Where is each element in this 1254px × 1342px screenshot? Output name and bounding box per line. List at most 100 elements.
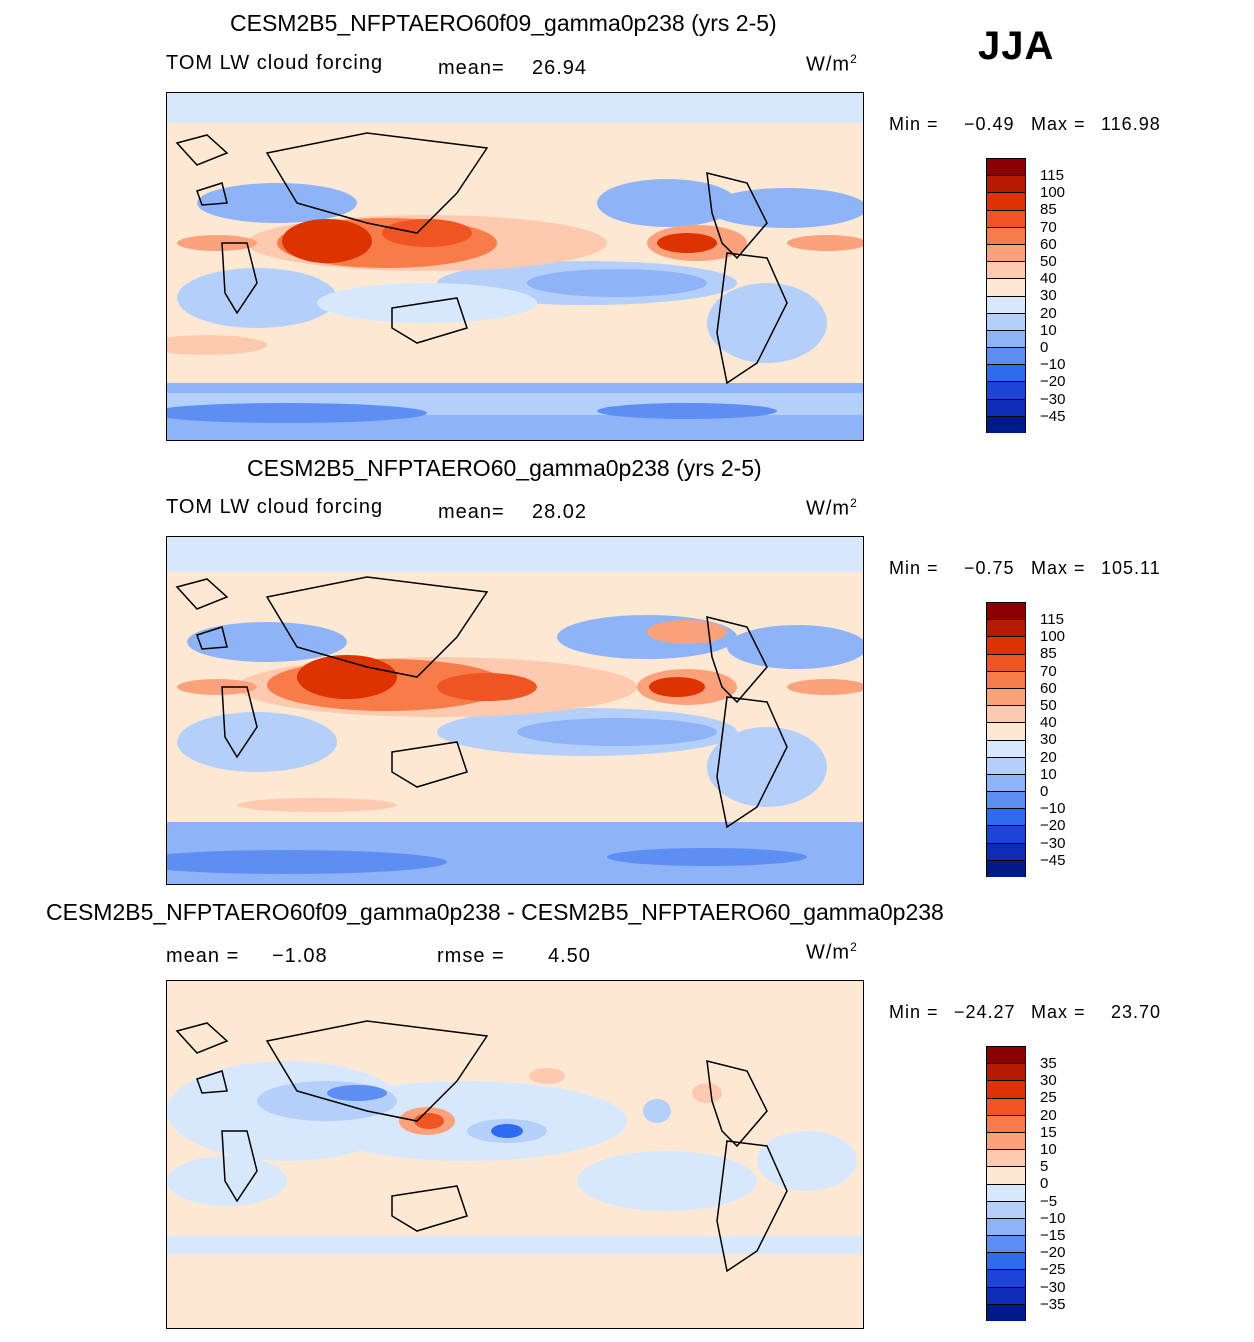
colorbar-swatch (986, 705, 1026, 723)
panel-3-title: CESM2B5_NFPTAERO60f09_gamma0p238 - CESM2… (46, 899, 944, 925)
colorbar-swatch (986, 1097, 1026, 1115)
colorbar-tick-label: 30 (1040, 1072, 1057, 1090)
colorbar-tick-label: 50 (1040, 697, 1057, 714)
colorbar-swatch (986, 192, 1026, 210)
panel-3-mean-value: −1.08 (272, 945, 328, 967)
colorbar-tick-label: 35 (1040, 1055, 1057, 1072)
panel-1-mean-label: mean= (438, 57, 505, 79)
panel-3-min-value: −24.27 (954, 1002, 1016, 1022)
colorbar-tick-label: 30 (1040, 731, 1057, 749)
panel-2-min-label: Min = (889, 558, 939, 578)
panel-2-title: CESM2B5_NFPTAERO60_gamma0p238 (yrs 2-5) (247, 455, 762, 481)
colorbar-swatch (986, 670, 1026, 688)
colorbar-tick-label: −20 (1040, 817, 1066, 835)
colorbar-swatch (986, 381, 1026, 399)
colorbar-swatch (986, 1166, 1026, 1184)
panel-2-variable-label: TOM LW cloud forcing (166, 496, 384, 518)
colorbar-swatch (986, 295, 1026, 313)
colorbar-tick-label: 40 (1040, 270, 1057, 288)
colorbar-tick-label: −30 (1040, 834, 1066, 852)
panel-3-max-label: Max = (1031, 1002, 1086, 1022)
colorbar-swatch (986, 1286, 1026, 1304)
panel-3-mean-label: mean = (166, 945, 240, 967)
colorbar-swatch (986, 791, 1026, 809)
colorbar-tick-label: 0 (1040, 339, 1049, 356)
colorbar-tick-label: 0 (1040, 783, 1049, 800)
colorbar-tick-label: −30 (1040, 390, 1066, 408)
colorbar-swatch (986, 653, 1026, 671)
panel-2-mean-value: 28.02 (532, 501, 588, 523)
colorbar-swatch (986, 1131, 1026, 1150)
colorbar-swatch (986, 1303, 1026, 1321)
panel-2-map-field (167, 537, 863, 884)
colorbar-swatch (986, 261, 1026, 279)
colorbar-swatch (986, 756, 1026, 774)
panel-2-mean-label: mean= (438, 501, 505, 523)
season-label: JJA (978, 24, 1055, 68)
colorbar-swatch (986, 773, 1026, 792)
colorbar-tick-label: 85 (1040, 201, 1057, 219)
panel-1-mean-value: 26.94 (532, 57, 588, 79)
colorbar-swatch (986, 1235, 1026, 1253)
colorbar-tick-label: 10 (1040, 1141, 1057, 1158)
colorbar-swatch (986, 175, 1026, 193)
panel-3-min-label: Min = (889, 1002, 939, 1022)
colorbar-swatch (986, 364, 1026, 382)
colorbar-tick-label: 115 (1040, 167, 1064, 184)
colorbar-tick-label: 30 (1040, 287, 1057, 305)
panel-2-max-value: 105.11 (1101, 558, 1161, 578)
colorbar-tick-label: 20 (1040, 304, 1057, 322)
colorbar-tick-label: −20 (1040, 373, 1066, 391)
colorbar-swatch (986, 415, 1026, 433)
colorbar-swatch (986, 1200, 1026, 1218)
colorbar-tick-label: 100 (1040, 628, 1066, 646)
colorbar-tick-label: −30 (1040, 1278, 1066, 1296)
colorbar-swatch (986, 1046, 1026, 1064)
panel-1-colorbar: 115 100 85 70 60 50 40 30 20 10 0 −10 −20 −30 −45 (986, 158, 1065, 433)
colorbar-swatch (986, 636, 1026, 654)
colorbar-tick-label: −10 (1040, 356, 1066, 374)
colorbar-swatch (986, 1183, 1026, 1201)
colorbar-swatch (986, 1114, 1026, 1132)
colorbar-swatch (986, 158, 1026, 176)
colorbar-tick-label: 20 (1040, 748, 1057, 766)
colorbar-swatch (986, 312, 1026, 330)
colorbar-tick-label: −25 (1040, 1261, 1066, 1279)
colorbar-tick-label: 25 (1040, 1089, 1057, 1107)
panel-3-map (166, 980, 864, 1329)
colorbar-swatch (986, 329, 1026, 348)
colorbar-tick-label: −10 (1040, 1209, 1066, 1227)
colorbar-tick-label: 0 (1040, 1175, 1049, 1193)
panel-1-min-label: Min = (889, 114, 939, 134)
panel-1-max-value: 116.98 (1101, 114, 1161, 134)
colorbar-swatch (986, 347, 1026, 365)
panel-3-rmse-value: 4.50 (548, 945, 591, 967)
panel-1-map (166, 92, 864, 441)
panel-1-variable-label: TOM LW cloud forcing (166, 52, 384, 74)
colorbar-tick-label: 60 (1040, 679, 1057, 697)
colorbar-tick-label: 5 (1040, 1158, 1049, 1176)
panel-3-units: W/m2 (806, 940, 858, 964)
colorbar-swatch (986, 619, 1026, 637)
panel-3-map-field (167, 981, 863, 1328)
colorbar-swatch (986, 842, 1026, 860)
panel-3-rmse-label: rmse = (437, 945, 505, 967)
colorbar-swatch (986, 1063, 1026, 1081)
panel-2-map (166, 536, 864, 885)
colorbar-swatch (986, 1217, 1026, 1236)
panel-1-units: W/m2 (806, 52, 858, 76)
colorbar-tick-label: −35 (1040, 1295, 1066, 1313)
colorbar-tick-label: 15 (1040, 1123, 1057, 1141)
colorbar-swatch (986, 278, 1026, 296)
panel-2-max-label: Max = (1031, 558, 1086, 578)
panel-2-units: W/m2 (806, 496, 858, 520)
colorbar-tick-label: 40 (1040, 714, 1057, 732)
panel-1-map-field (167, 93, 863, 440)
colorbar-tick-label: 10 (1040, 321, 1057, 339)
colorbar-tick-label: 115 (1040, 611, 1064, 628)
colorbar-swatch (986, 602, 1026, 620)
panel-2-min-value: −0.75 (964, 558, 1015, 578)
colorbar-tick-label: 60 (1040, 235, 1057, 253)
colorbar-tick-label: −20 (1040, 1244, 1066, 1262)
panel-1-max-label: Max = (1031, 114, 1086, 134)
